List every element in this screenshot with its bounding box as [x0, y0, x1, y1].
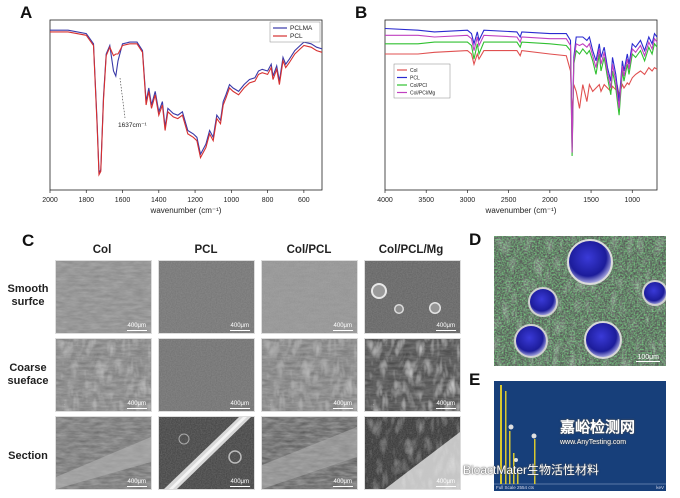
eds-peak: [513, 453, 515, 484]
watermark-bioactmater: BioactMater生物活性材料: [463, 463, 600, 477]
sem-colpclmg-coarse: 400μm: [364, 338, 461, 412]
col-header-col: Col: [92, 244, 112, 256]
sem-colpclmg-smooth: 400μm: [364, 260, 461, 334]
sem-colpcl-coarse: 400μm: [261, 338, 358, 412]
eds-peak: [534, 439, 536, 484]
legend-label: PCL: [410, 76, 420, 82]
x-tick-label: 3000: [460, 197, 476, 204]
eds-peak: [517, 469, 519, 484]
x-tick-label: 2000: [542, 197, 558, 204]
x-tick-label: 1400: [151, 197, 167, 204]
x-tick-label: 1200: [187, 197, 203, 204]
x-tick-label: 3500: [418, 197, 434, 204]
col-header-pcl: PCL: [194, 244, 218, 256]
annotation-1637: 1637cm⁻¹: [118, 122, 148, 129]
series-line-col: [385, 49, 658, 114]
plot-frame-a: [49, 19, 323, 191]
legend-label: Col/PCl: [410, 83, 427, 89]
x-tick-label: 1600: [115, 197, 131, 204]
panel-label-a: A: [20, 3, 33, 22]
row-header-smooth: Smooth surfce: [7, 283, 49, 308]
ftir-chart-a: 2000 1800 1600 1400 1200 1000 800 600 PCLMAPCL …: [42, 19, 323, 215]
sem-eds-mapping: 100μm: [494, 236, 666, 366]
panel-label-b: B: [355, 3, 368, 22]
xlabel-a: wavenumber (cm⁻¹): [150, 206, 222, 215]
col-header-col-pcl-mg: Col/PCL/Mg: [378, 244, 444, 256]
sem-col-section: 400μm: [55, 416, 152, 490]
eds-spectrum: Full Scale 2554 cts keV: [494, 381, 666, 491]
series-line-pcl: [50, 31, 323, 177]
sem-col-coarse: 400μm: [55, 338, 152, 412]
legend-box: [269, 21, 321, 43]
annotation-arrow-a: [119, 77, 126, 119]
x-tick-label: 800: [262, 197, 274, 204]
row-header-coarse: Coarse sueface: [7, 362, 49, 387]
x-tick-label: 1000: [224, 197, 240, 204]
x-tick-label: 1500: [583, 197, 599, 204]
legend-label: PCLMA: [290, 25, 313, 32]
sem-pcl-section: 400μm: [158, 416, 255, 490]
ftir-chart-b: 4000 3500 3000 2500 2000 1500 1000 ColPCLCol/P…: [377, 19, 658, 215]
sem-colpcl-smooth: 400μm: [261, 260, 358, 334]
eds-peak: [505, 391, 507, 484]
eds-unit: keV: [656, 485, 664, 490]
sem-colpclmg-section: 400μm: [364, 416, 461, 490]
row-header-section: Section: [8, 450, 48, 462]
eds-peak: [509, 431, 511, 484]
eds-peak: [500, 385, 502, 484]
sem-pcl-smooth: 400μm: [158, 260, 255, 334]
x-tick-label: 600: [298, 197, 310, 204]
series-line-pcl: [384, 27, 658, 148]
col-header-col-pcl: Col/PCL: [286, 244, 332, 256]
x-tick-label: 2500: [501, 197, 517, 204]
series-line-col-pcl-mg: [385, 34, 658, 153]
legend-label: PCL: [290, 33, 303, 40]
x-tick-label: 1800: [78, 197, 94, 204]
legend-label: Col/PCl/Mg: [410, 91, 436, 97]
series-line-col-pcl: [385, 41, 658, 157]
sem-colpcl-section: 400μm: [261, 416, 358, 490]
panel-label-e: E: [469, 370, 481, 389]
panel-label-c: C: [22, 231, 35, 250]
series-line-pclma: [50, 29, 323, 176]
panel-label-d: D: [469, 230, 482, 249]
watermark-anytesting-cn: 嘉峪检测网: [560, 419, 636, 436]
plot-frame-b: [384, 19, 658, 191]
eds-footer: Full Scale 2554 cts: [496, 485, 535, 490]
xlabel-b: wavenumber (cm⁻¹): [485, 206, 557, 215]
x-tick-label: 1000: [624, 197, 640, 204]
x-tick-label: 4000: [377, 197, 393, 204]
sem-col-smooth: 400μm: [55, 260, 152, 334]
watermark-anytesting-url: www.AnyTesting.com: [560, 439, 627, 446]
legend-label: Col: [410, 68, 418, 74]
sem-pcl-coarse: 400μm: [158, 338, 255, 412]
x-tick-label: 2000: [42, 197, 58, 204]
